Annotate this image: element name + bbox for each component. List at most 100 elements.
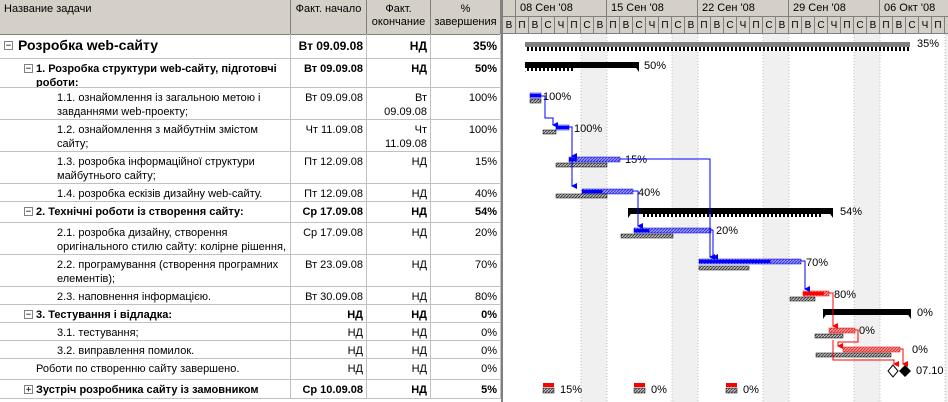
task-start-cell[interactable]: Вт 23.09.08 bbox=[291, 255, 367, 286]
task-name-cell[interactable]: 1.2. ознайомлення з майбутнім змістом са… bbox=[0, 120, 291, 151]
meeting-bar bbox=[543, 383, 554, 387]
task-start-cell[interactable]: Вт 09.09.08 bbox=[291, 88, 367, 119]
table-row[interactable]: 1.1. ознайомлення із загальною метою і з… bbox=[0, 88, 501, 120]
task-name-cell[interactable]: 2.2. програмування (створення програмних… bbox=[0, 255, 291, 286]
task-name-cell[interactable]: − Розробка web-сайту bbox=[0, 34, 291, 58]
task-name-cell[interactable]: −1. Розробка структури web-сайту, підгот… bbox=[0, 59, 291, 87]
task-start-cell[interactable]: Ср 17.09.08 bbox=[291, 202, 367, 222]
column-header-start[interactable]: Факт. начало bbox=[291, 0, 367, 34]
task-end-cell[interactable]: НД bbox=[367, 305, 431, 322]
task-end-cell[interactable]: НД bbox=[367, 341, 431, 358]
task-end-cell[interactable]: НД bbox=[367, 152, 431, 183]
column-header-pct[interactable]: % завершения bbox=[431, 0, 501, 34]
task-end-cell[interactable]: НД bbox=[367, 287, 431, 304]
task-start-cell[interactable]: Пт 12.09.08 bbox=[291, 184, 367, 201]
collapse-icon[interactable]: − bbox=[4, 41, 13, 51]
column-header-name[interactable]: Название задачи bbox=[0, 0, 291, 34]
task-name-cell[interactable]: 1.4. розробка ескізів дизайну web-сайту. bbox=[0, 184, 291, 201]
task-pct-cell[interactable]: 40% bbox=[431, 184, 501, 201]
collapse-icon[interactable]: − bbox=[24, 207, 33, 217]
baseline-bar bbox=[789, 296, 816, 302]
task-pct-cell[interactable]: 5% bbox=[431, 380, 501, 398]
task-pct-cell[interactable]: 100% bbox=[431, 120, 501, 151]
baseline-bar bbox=[698, 265, 750, 271]
task-pct-cell[interactable]: 35% bbox=[431, 34, 501, 58]
baseline-bar bbox=[814, 333, 844, 339]
table-row[interactable]: −1. Розробка структури web-сайту, підгот… bbox=[0, 59, 501, 88]
task-name-cell[interactable]: −3. Тестування і відладка: bbox=[0, 305, 291, 322]
task-start-cell[interactable]: НД bbox=[291, 359, 367, 379]
task-name-cell[interactable]: 2.3. наповнення інформацією. bbox=[0, 287, 291, 304]
table-row[interactable]: + Зустріч розробника сайту із замовником С… bbox=[0, 380, 501, 399]
task-end-cell[interactable]: Вт 09.09.08 bbox=[367, 88, 431, 119]
table-row[interactable]: 2.1. розробка дизайну, створення оригіна… bbox=[0, 223, 501, 255]
task-start-cell[interactable]: НД bbox=[291, 341, 367, 358]
column-header-end[interactable]: Факт. окончание bbox=[367, 0, 431, 34]
task-end-cell[interactable]: НД bbox=[367, 323, 431, 340]
day-cell: П bbox=[698, 17, 711, 34]
task-pct-cell[interactable]: 0% bbox=[431, 323, 501, 340]
task-pct-cell[interactable]: 50% bbox=[431, 59, 501, 87]
cell-value: 100% bbox=[468, 124, 497, 136]
task-pct-cell[interactable]: 15% bbox=[431, 152, 501, 183]
task-start-cell[interactable]: Ср 10.09.08 bbox=[291, 380, 367, 398]
task-start-cell[interactable]: Вт 09.09.08 bbox=[291, 34, 367, 58]
day-cell: П bbox=[880, 17, 893, 34]
table-row[interactable]: 2.3. наповнення інформацією. Вт 30.09.08 Н… bbox=[0, 287, 501, 305]
task-pct-cell[interactable]: 100% bbox=[431, 88, 501, 119]
table-row[interactable]: −2. Технічні роботи із створення сайту: С… bbox=[0, 202, 501, 223]
collapse-icon[interactable]: − bbox=[24, 310, 33, 320]
expand-icon[interactable]: + bbox=[24, 385, 33, 395]
task-start-cell[interactable]: Пт 12.09.08 bbox=[291, 152, 367, 183]
task-name-cell[interactable]: 3.2. виправлення помилок. bbox=[0, 341, 291, 358]
table-row[interactable]: 1.4. розробка ескізів дизайну web-сайту.… bbox=[0, 184, 501, 202]
task-start-cell[interactable]: Вт 09.09.08 bbox=[291, 59, 367, 87]
table-row[interactable]: 3.1. тестування; НД НД 0% bbox=[0, 323, 501, 341]
task-start-cell[interactable]: Вт 30.09.08 bbox=[291, 287, 367, 304]
task-end-cell[interactable]: НД bbox=[367, 184, 431, 201]
task-pct-cell[interactable]: 54% bbox=[431, 202, 501, 222]
task-start-cell[interactable]: Ср 17.09.08 bbox=[291, 223, 367, 254]
task-start-cell[interactable]: НД bbox=[291, 323, 367, 340]
task-pct-cell[interactable]: 0% bbox=[431, 305, 501, 322]
table-row[interactable]: 1.3. розробка інформаційної структури ма… bbox=[0, 152, 501, 184]
table-row[interactable]: 1.2. ознайомлення з майбутнім змістом са… bbox=[0, 120, 501, 152]
week-label: 29 Сен '08 bbox=[789, 0, 880, 17]
cell-value: 5% bbox=[481, 384, 497, 396]
task-name-cell[interactable]: 3.1. тестування; bbox=[0, 323, 291, 340]
task-start-cell[interactable]: НД bbox=[291, 305, 367, 322]
dependency-link bbox=[829, 292, 838, 329]
table-row[interactable]: 3.2. виправлення помилок. НД НД 0% bbox=[0, 341, 501, 359]
cell-value: 40% bbox=[474, 188, 497, 200]
task-pct-cell[interactable]: 70% bbox=[431, 255, 501, 286]
task-end-cell[interactable]: НД bbox=[367, 202, 431, 222]
task-name-cell[interactable]: 1.3. розробка інформаційної структури ма… bbox=[0, 152, 291, 183]
task-name-cell[interactable]: Роботи по створенню сайту завершено. bbox=[0, 359, 291, 379]
day-cell: П bbox=[932, 17, 945, 34]
timescale-header: В 08 Сен '08 П В С Ч П С В 15 Сен '08 П В С Ч П С В 22 Се… bbox=[503, 0, 948, 34]
task-end-cell[interactable]: НД bbox=[367, 380, 431, 398]
task-end-cell[interactable]: НД bbox=[367, 359, 431, 379]
cell-value: Вт 09.09.08 bbox=[384, 92, 427, 118]
task-end-cell[interactable]: Чт 11.09.08 bbox=[367, 120, 431, 151]
task-end-cell[interactable]: НД bbox=[367, 59, 431, 87]
task-pct-cell[interactable]: 20% bbox=[431, 223, 501, 254]
task-start-cell[interactable]: Чт 11.09.08 bbox=[291, 120, 367, 151]
task-pct-cell[interactable]: 0% bbox=[431, 341, 501, 358]
cell-value: НД bbox=[411, 309, 427, 321]
task-name-cell[interactable]: + Зустріч розробника сайту із замовником bbox=[0, 380, 291, 398]
task-pct-cell[interactable]: 0% bbox=[431, 359, 501, 379]
task-name-cell[interactable]: 1.1. ознайомлення із загальною метою і з… bbox=[0, 88, 291, 119]
task-end-cell[interactable]: НД bbox=[367, 255, 431, 286]
collapse-icon[interactable]: − bbox=[24, 64, 33, 74]
task-name-cell[interactable]: 2.1. розробка дизайну, створення оригіна… bbox=[0, 223, 291, 254]
table-row[interactable]: −3. Тестування і відладка: НД НД 0% bbox=[0, 305, 501, 323]
task-name-cell[interactable]: −2. Технічні роботи із створення сайту: bbox=[0, 202, 291, 222]
task-end-cell[interactable]: НД bbox=[367, 223, 431, 254]
task-name: 2.2. програмування (створення програмних… bbox=[57, 259, 279, 285]
table-row[interactable]: 2.2. програмування (створення програмних… bbox=[0, 255, 501, 287]
task-end-cell[interactable]: НД bbox=[367, 34, 431, 58]
task-pct-cell[interactable]: 80% bbox=[431, 287, 501, 304]
table-row[interactable]: − Розробка web-сайту Вт 09.09.08 НД 35% bbox=[0, 34, 501, 59]
table-row[interactable]: Роботи по створенню сайту завершено. НД НД… bbox=[0, 359, 501, 380]
